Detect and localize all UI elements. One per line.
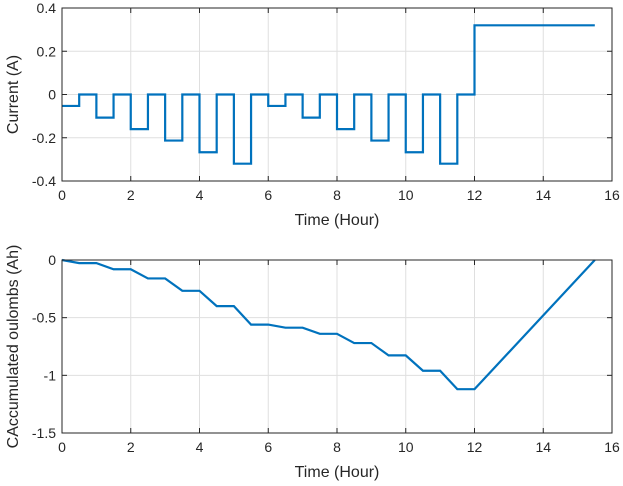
y-tick-label: -0.2 [32, 130, 56, 146]
x-tick-label: 2 [127, 187, 135, 203]
x-tick-label: 4 [196, 439, 204, 455]
coulombs-plot: 0 2 4 6 8 10 12 14 16 -1.5 -1 -0.5 0 Time (Hour) CAccu… [5, 245, 620, 481]
current-plot: 0 2 4 6 8 10 12 14 16 -0.4 -0.2 0 0.2 0.4 Time (Hour) C… [5, 0, 620, 229]
series-line [62, 24, 595, 165]
y-tick-label: -0.4 [32, 173, 56, 189]
x-tick-label: 12 [467, 439, 483, 455]
x-tick-label: 6 [264, 187, 272, 203]
y-tick-label: 0.4 [37, 0, 57, 16]
y-tick-label: -1 [44, 367, 57, 383]
x-tick-label: 8 [333, 187, 341, 203]
x-tick-label: 0 [58, 439, 66, 455]
x-tick-label: 0 [58, 187, 66, 203]
x-axis-label: Time (Hour) [295, 212, 380, 229]
x-tick-label: 8 [333, 439, 341, 455]
y-tick-label: 0 [48, 87, 56, 103]
x-axis-label: Time (Hour) [295, 464, 380, 481]
y-tick-label: 0 [48, 252, 56, 268]
x-tick-label: 14 [535, 439, 551, 455]
x-tick-label: 16 [604, 187, 620, 203]
x-tick-label: 14 [535, 187, 551, 203]
x-tick-label: 10 [398, 187, 414, 203]
y-tick-label: -1.5 [32, 425, 56, 441]
series-line [61, 258, 596, 391]
x-tick-label: 16 [604, 439, 620, 455]
y-tick-label: 0.2 [37, 43, 57, 59]
x-tick-label: 4 [196, 187, 204, 203]
y-tick-label: -0.5 [32, 310, 56, 326]
y-axis-label: CAccumulated oulombs (Ah) [5, 245, 22, 449]
x-tick-label: 2 [127, 439, 135, 455]
x-tick-label: 12 [467, 187, 483, 203]
x-tick-label: 10 [398, 439, 414, 455]
y-axis-label: Current (A) [5, 55, 22, 134]
x-tick-label: 6 [264, 439, 272, 455]
